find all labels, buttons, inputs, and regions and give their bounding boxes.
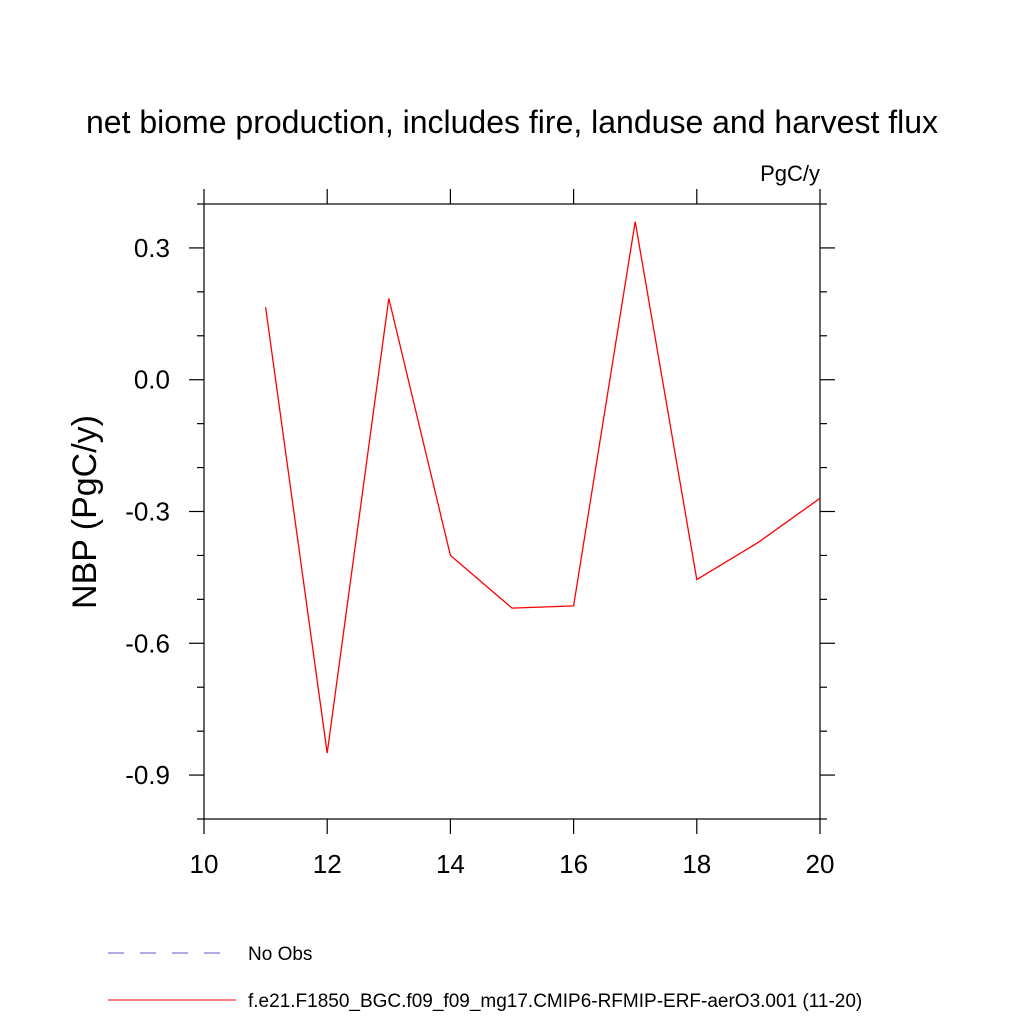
series-line bbox=[264, 221, 821, 754]
units-label: PgC/y bbox=[760, 161, 820, 186]
x-tick-label: 14 bbox=[436, 849, 465, 879]
plot-frame bbox=[203, 203, 821, 820]
legend-label: f.e21.F1850_BGC.f09_f09_mg17.CMIP6-RFMIP… bbox=[248, 991, 862, 1012]
y-tick-label: -0.9 bbox=[125, 760, 170, 790]
x-tick-label: 20 bbox=[806, 849, 835, 879]
axis-ticks bbox=[189, 189, 835, 834]
y-tick-label: -0.3 bbox=[125, 497, 170, 527]
legend: No Obs f.e21.F1850_BGC.f09_f09_mg17.CMIP6… bbox=[108, 944, 862, 1012]
legend-label: No Obs bbox=[248, 944, 312, 965]
tick-labels: 10 12 14 16 18 20 0.3 0.0 -0.3 -0.6 -0.9 bbox=[125, 233, 834, 879]
chart-title: net biome production, includes fire, lan… bbox=[86, 104, 938, 140]
x-tick-label: 10 bbox=[190, 849, 219, 879]
series-lines bbox=[264, 221, 821, 754]
y-tick-label: 0.3 bbox=[134, 233, 170, 263]
x-tick-label: 12 bbox=[313, 849, 342, 879]
x-tick-label: 18 bbox=[682, 849, 711, 879]
y-tick-label: 0.0 bbox=[134, 365, 170, 395]
y-axis-label: NBP (PgC/y) bbox=[66, 415, 104, 609]
x-tick-label: 16 bbox=[559, 849, 588, 879]
y-tick-label: -0.6 bbox=[125, 628, 170, 658]
